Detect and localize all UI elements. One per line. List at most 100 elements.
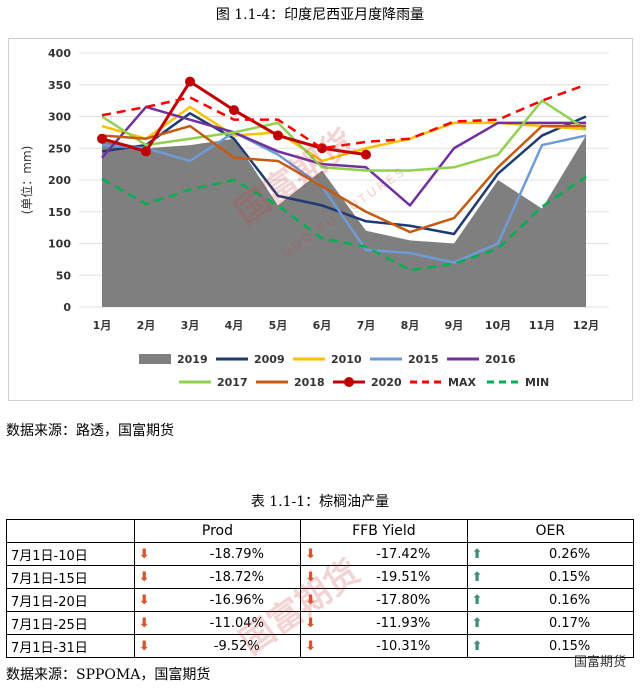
series-2017-line (101, 99, 587, 172)
ffb-value: -11.93% (339, 611, 468, 635)
ffb-down-icon: ⬇ (305, 569, 317, 585)
table-title: 表 1.1-1：棕榈油产量 (250, 494, 390, 510)
legend-2019-swatch (139, 354, 171, 364)
series-min-line (101, 175, 587, 272)
prod-down-icon: ⬇ (138, 592, 150, 608)
oer-up-icon: ⬆ (466, 588, 507, 612)
prod-down-icon: ⬇ (138, 615, 150, 631)
oer-up-icon: ⬆ (471, 569, 483, 585)
series-2019-area (102, 135, 586, 307)
prod-down-icon: ⬇ (133, 634, 174, 658)
oer-up-icon: ⬆ (466, 565, 507, 589)
ffb-down-icon: ⬇ (305, 615, 317, 631)
x-tick-label: 6月 (313, 319, 332, 332)
x-tick-label: 3月 (181, 319, 200, 332)
oer-up-icon: ⬆ (466, 634, 507, 658)
x-tick-label: 8月 (401, 319, 420, 332)
brand-label: 国富期货 (573, 655, 626, 670)
series-2020-point (229, 105, 239, 116)
ffb-down-icon: ⬇ (300, 634, 340, 658)
legend-2016-label: 2016 (485, 353, 516, 366)
oer-value: 0.15% (506, 565, 635, 589)
prod-down-icon: ⬇ (133, 542, 174, 566)
prod-value: -18.72% (173, 565, 302, 589)
table-row: 7月1日-31日 ⬇ -9.52% ⬇ -10.31% ⬆ 0.15% (6, 634, 635, 658)
prod-value: -18.79% (173, 542, 302, 566)
chart-source: 数据来源：路透，国富期货 (6, 423, 174, 439)
prod-value: -9.52% (173, 634, 302, 658)
prod-down-icon: ⬇ (133, 611, 174, 635)
table-row: 7月1日-20日 ⬇ -16.96% ⬇ -17.80% ⬆ 0.16% (6, 588, 635, 612)
row-label: 7月1日-31日 (6, 634, 135, 658)
oer-value: 0.26% (506, 542, 635, 566)
series-2020-point (185, 76, 195, 87)
x-tick-label: 7月 (357, 319, 376, 332)
ffb-value: -17.80% (339, 588, 468, 612)
row-label: 7月1日-10日 (6, 542, 135, 566)
x-tick-label: 12月 (573, 319, 599, 332)
ffb-value: -17.42% (339, 542, 468, 566)
oer-value: 0.17% (506, 611, 635, 635)
legend-2017-label: 2017 (217, 376, 248, 389)
legend-2015-label: 2015 (408, 353, 439, 366)
prod-value: -16.96% (173, 588, 302, 612)
legend-max-label: MAX (448, 376, 476, 389)
series-2020-point (141, 146, 151, 157)
ffb-value: -10.31% (339, 634, 468, 658)
series-2016-line (101, 105, 586, 207)
legend-2019-label: 2019 (177, 353, 208, 366)
legend-2020-label: 2020 (371, 376, 402, 389)
table-header-row: Prod FFB Yield OER (6, 519, 635, 543)
y-tick-label: 250 (48, 142, 71, 155)
ffb-down-icon: ⬇ (305, 638, 317, 654)
ffb-down-icon: ⬇ (305, 546, 317, 562)
x-tick-label: 1月 (93, 319, 112, 332)
oer-value: 0.15% (506, 634, 635, 658)
oer-up-icon: ⬆ (471, 592, 483, 608)
x-tick-label: 10月 (485, 319, 511, 332)
table-row: 7月1日-15日 ⬇ -18.72% ⬇ -19.51% ⬆ 0.15% (6, 565, 635, 589)
series-max-line (101, 83, 587, 150)
ffb-value: -19.51% (339, 565, 468, 589)
prod-down-icon: ⬇ (138, 546, 150, 562)
oer-up-icon: ⬆ (471, 615, 483, 631)
y-tick-label: 350 (48, 79, 71, 92)
series-2020-point (273, 130, 283, 141)
legend-2020-marker (344, 377, 354, 387)
ffb-down-icon: ⬇ (305, 592, 317, 608)
legend-2018-label: 2018 (294, 376, 325, 389)
header-blank (6, 519, 135, 543)
series-2020-point (97, 133, 107, 144)
oer-up-icon: ⬆ (466, 542, 507, 566)
y-tick-label: 300 (48, 111, 71, 124)
rainfall-chart: 0 50 100 150 200 250 300 350 400 (单位：mm) 1月 2月 3月 4月 5… (8, 38, 633, 401)
x-tick-label: 2月 (137, 319, 156, 332)
prod-down-icon: ⬇ (133, 565, 174, 589)
series-2020-point (361, 149, 371, 160)
series-2015-line (101, 131, 587, 264)
y-tick-label: 100 (48, 238, 71, 251)
row-label: 7月1日-20日 (6, 588, 135, 612)
prod-down-icon: ⬇ (138, 638, 150, 654)
header-prod: Prod (133, 519, 302, 543)
oer-value: 0.16% (506, 588, 635, 612)
header-ffb: FFB Yield (300, 519, 468, 543)
ffb-down-icon: ⬇ (300, 542, 340, 566)
table-source: 数据来源：SPPOMA，国富期货 (6, 667, 211, 683)
y-tick-label: 200 (48, 174, 71, 187)
x-tick-label: 4月 (225, 319, 244, 332)
prod-down-icon: ⬇ (138, 569, 150, 585)
table-row: 7月1日-10日 ⬇ -18.79% ⬇ -17.42% ⬆ 0.26% (6, 542, 635, 566)
x-tick-label: 11月 (529, 319, 555, 332)
prod-down-icon: ⬇ (133, 588, 174, 612)
production-table: Prod FFB Yield OER 7月1日-10日 ⬇ -18.79% ⬇ -17.… (6, 519, 635, 658)
figure-title: 图 1.1-4：印度尼西亚月度降雨量 (215, 7, 425, 23)
x-tick-label: 9月 (445, 319, 464, 332)
prod-value: -11.04% (173, 611, 302, 635)
header-oer: OER (466, 519, 635, 543)
chart-svg: 0 50 100 150 200 250 300 350 400 (单位：mm) 1月 2月 3月 4月 5… (19, 47, 609, 389)
y-tick-label: 50 (56, 269, 72, 282)
ffb-down-icon: ⬇ (300, 611, 340, 635)
y-tick-label: 0 (63, 301, 71, 314)
ffb-down-icon: ⬇ (300, 588, 340, 612)
